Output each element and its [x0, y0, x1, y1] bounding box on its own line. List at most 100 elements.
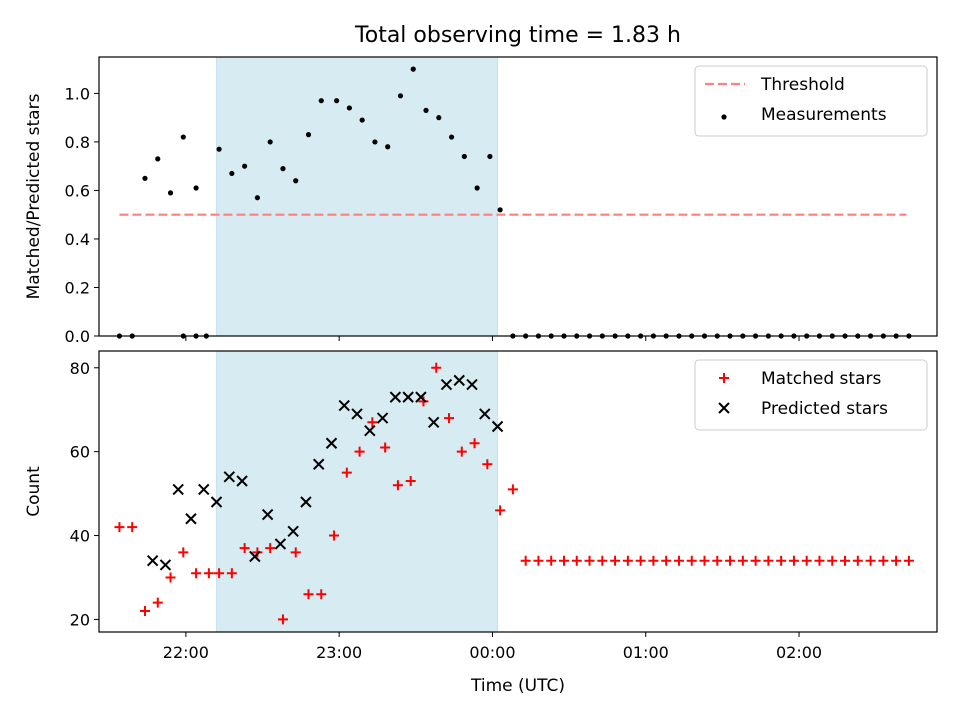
data-point	[497, 207, 503, 213]
data-point	[440, 378, 453, 391]
data-point	[290, 547, 301, 558]
data-point	[673, 555, 684, 566]
y-tick-label: 0.2	[65, 278, 90, 297]
data-point	[635, 555, 646, 566]
data-point	[334, 98, 340, 104]
data-point	[865, 555, 876, 566]
data-point	[776, 555, 787, 566]
data-point	[114, 522, 125, 533]
data-point	[236, 475, 248, 487]
data-point	[293, 178, 299, 184]
data-point	[287, 525, 299, 538]
data-point	[203, 568, 214, 579]
data-point	[318, 98, 324, 104]
data-point	[193, 185, 199, 191]
data-point	[254, 195, 261, 201]
data-point	[448, 134, 455, 140]
data-point	[686, 555, 697, 566]
y-axis-label: Matched/Predicted stars	[24, 93, 44, 299]
data-point	[389, 391, 402, 403]
data-point	[840, 555, 851, 566]
data-point	[558, 555, 569, 566]
data-point	[313, 458, 325, 470]
data-point	[338, 399, 350, 412]
data-point	[252, 547, 263, 558]
data-point	[397, 93, 404, 99]
data-point	[303, 589, 314, 600]
data-point	[418, 396, 429, 407]
data-point	[372, 139, 378, 145]
data-point	[300, 496, 312, 508]
data-point	[423, 107, 429, 113]
data-point	[305, 132, 312, 138]
data-point	[165, 572, 176, 583]
data-point	[415, 391, 427, 403]
data-point	[198, 483, 210, 496]
shaded-region	[216, 56, 499, 337]
legend: Matched stars Predicted stars	[694, 359, 928, 431]
y-axis-label: Count	[24, 466, 44, 517]
data-point	[461, 153, 467, 160]
data-point	[267, 139, 273, 145]
data-point	[191, 568, 202, 579]
data-point	[239, 543, 250, 554]
legend: Threshold Measurements	[694, 65, 928, 137]
data-point	[520, 555, 531, 566]
data-point	[242, 163, 248, 169]
legend-frame	[694, 65, 928, 137]
y-tick-label: 60	[70, 443, 90, 462]
data-point	[491, 420, 504, 433]
data-point	[610, 555, 621, 566]
data-point	[223, 471, 236, 483]
series-measurements	[116, 66, 912, 339]
data-point	[436, 115, 442, 121]
data-point	[142, 175, 148, 181]
bottom-panel-counts: 20 40 60 80 22:00 23:00 00:00 01:00 02:00 Count Ti…	[24, 350, 938, 696]
y-tick-label: 0.6	[65, 181, 90, 200]
data-point	[533, 555, 544, 566]
data-point	[469, 438, 480, 449]
data-point	[346, 105, 352, 111]
data-point	[474, 185, 480, 191]
data-point	[584, 555, 595, 566]
legend-label: Threshold	[760, 75, 845, 95]
data-point	[456, 446, 467, 457]
legend-marker	[718, 402, 730, 414]
data-point	[427, 416, 440, 429]
data-point	[878, 555, 889, 566]
data-point	[507, 484, 518, 495]
y-tick-label: 0.0	[65, 327, 90, 346]
series-matched-stars	[114, 362, 914, 625]
data-point	[280, 166, 286, 172]
legend-label: Predicted stars	[761, 399, 888, 419]
data-point	[127, 522, 138, 533]
x-tick-label: 22:00	[163, 643, 209, 662]
data-point	[152, 597, 163, 608]
data-point	[185, 513, 197, 525]
data-point	[487, 153, 493, 160]
axes-frame	[98, 56, 938, 337]
data-point	[597, 555, 608, 566]
data-point	[367, 417, 378, 428]
data-point	[466, 378, 478, 391]
data-point	[180, 134, 186, 140]
data-point	[226, 568, 237, 579]
data-point	[903, 555, 914, 566]
data-point	[316, 589, 327, 600]
y-tick-label: 40	[70, 527, 90, 546]
data-point	[261, 508, 274, 521]
data-point	[725, 555, 736, 566]
data-point	[571, 555, 582, 566]
data-point	[814, 555, 825, 566]
data-point	[139, 606, 150, 617]
data-point	[402, 391, 414, 403]
data-point	[699, 555, 710, 566]
data-point	[648, 555, 659, 566]
series-predicted-stars	[146, 374, 504, 571]
data-point	[172, 483, 184, 496]
data-point	[277, 614, 288, 625]
data-point	[359, 117, 365, 123]
top-panel-ratio: 0.0 0.2 0.4 0.6 0.8 1.0 Matched/Predicted star…	[24, 56, 938, 346]
axes-frame	[98, 350, 938, 633]
